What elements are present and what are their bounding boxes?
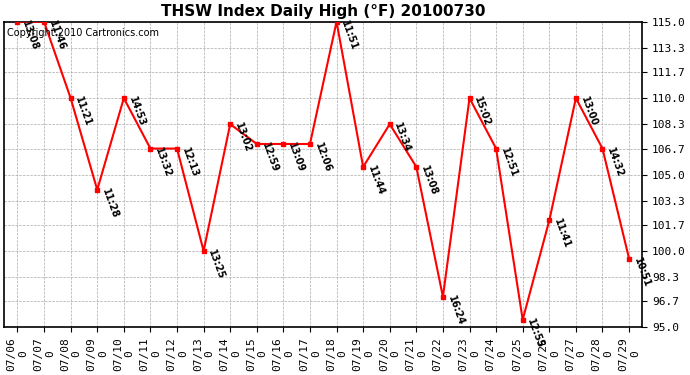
Text: 13:25: 13:25 bbox=[206, 248, 226, 281]
Text: 11:41: 11:41 bbox=[552, 217, 572, 250]
Text: 14:32: 14:32 bbox=[605, 146, 625, 178]
Text: 13:09: 13:09 bbox=[286, 141, 306, 174]
Text: 13:34: 13:34 bbox=[393, 122, 413, 154]
Text: 16:24: 16:24 bbox=[446, 294, 466, 327]
Text: 13:00: 13:00 bbox=[579, 95, 599, 128]
Text: 12:59: 12:59 bbox=[259, 141, 279, 174]
Text: 12:13: 12:13 bbox=[180, 146, 200, 178]
Text: 11:46: 11:46 bbox=[47, 19, 67, 51]
Text: 12:06: 12:06 bbox=[313, 141, 333, 174]
Text: 11:51: 11:51 bbox=[339, 19, 359, 51]
Text: 12:51: 12:51 bbox=[499, 146, 519, 178]
Text: 11:28: 11:28 bbox=[100, 187, 120, 220]
Text: 13:08: 13:08 bbox=[419, 164, 439, 197]
Text: 14:53: 14:53 bbox=[126, 95, 146, 128]
Text: 13:08: 13:08 bbox=[20, 19, 40, 52]
Text: 10:51: 10:51 bbox=[632, 256, 652, 288]
Text: Copyright 2010 Cartronics.com: Copyright 2010 Cartronics.com bbox=[8, 28, 159, 38]
Text: 11:21: 11:21 bbox=[73, 95, 93, 128]
Text: 12:55: 12:55 bbox=[526, 317, 546, 350]
Text: 13:32: 13:32 bbox=[153, 146, 173, 178]
Text: 15:02: 15:02 bbox=[472, 95, 492, 128]
Text: 13:02: 13:02 bbox=[233, 122, 253, 154]
Text: 11:44: 11:44 bbox=[366, 164, 386, 196]
Title: THSW Index Daily High (°F) 20100730: THSW Index Daily High (°F) 20100730 bbox=[161, 4, 486, 19]
